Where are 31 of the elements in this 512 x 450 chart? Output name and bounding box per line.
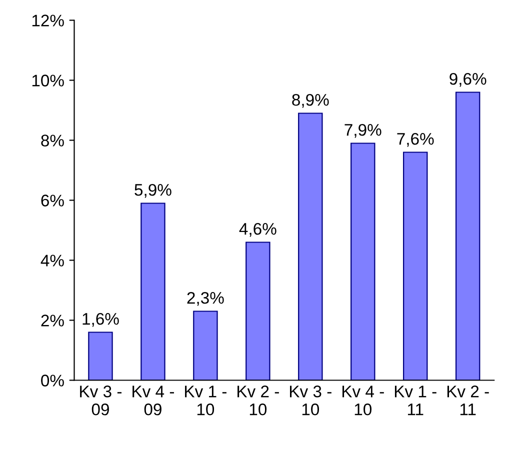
data-label: 1,6%: [82, 312, 119, 327]
data-label: 2,3%: [187, 292, 224, 306]
y-tick-label: 2%: [41, 314, 64, 326]
x-tick-label: Kv 1 - 10: [185, 386, 226, 416]
bar: [140, 202, 166, 380]
y-tick-label: 8%: [41, 134, 64, 146]
y-tick-label: 0%: [41, 374, 64, 386]
bar: [246, 242, 270, 380]
x-tick-label: Kv 1 - 11: [394, 386, 436, 416]
y-tick-label: 6%: [41, 194, 64, 206]
bar: [350, 142, 376, 380]
bar: [298, 112, 323, 380]
x-tick-label: Kv 2 - 11: [447, 386, 489, 416]
x-tick-label: Kv 3 - 10: [290, 386, 332, 416]
data-label: 7,6%: [397, 132, 434, 147]
bar: [193, 310, 218, 380]
x-tick-label: Kv 2 - 10: [238, 386, 279, 416]
data-label: 4,6%: [239, 222, 276, 237]
bar: [455, 92, 480, 380]
x-tick-label: Kv 3 - 09: [80, 386, 122, 416]
y-tick-label: 10%: [32, 74, 64, 86]
data-label: 5,9%: [134, 184, 172, 198]
x-tick-label: Kv 4 - 09: [132, 386, 174, 416]
y-tick-label: 12%: [32, 14, 64, 26]
data-label: 7,9%: [344, 124, 382, 138]
data-label: 8,9%: [292, 94, 329, 108]
bar: [402, 152, 428, 380]
data-label: 9,6%: [450, 72, 486, 87]
y-tick-label: 4%: [40, 254, 64, 266]
bar: [88, 332, 113, 380]
x-tick-label: Kv 4 - 10: [342, 386, 384, 416]
